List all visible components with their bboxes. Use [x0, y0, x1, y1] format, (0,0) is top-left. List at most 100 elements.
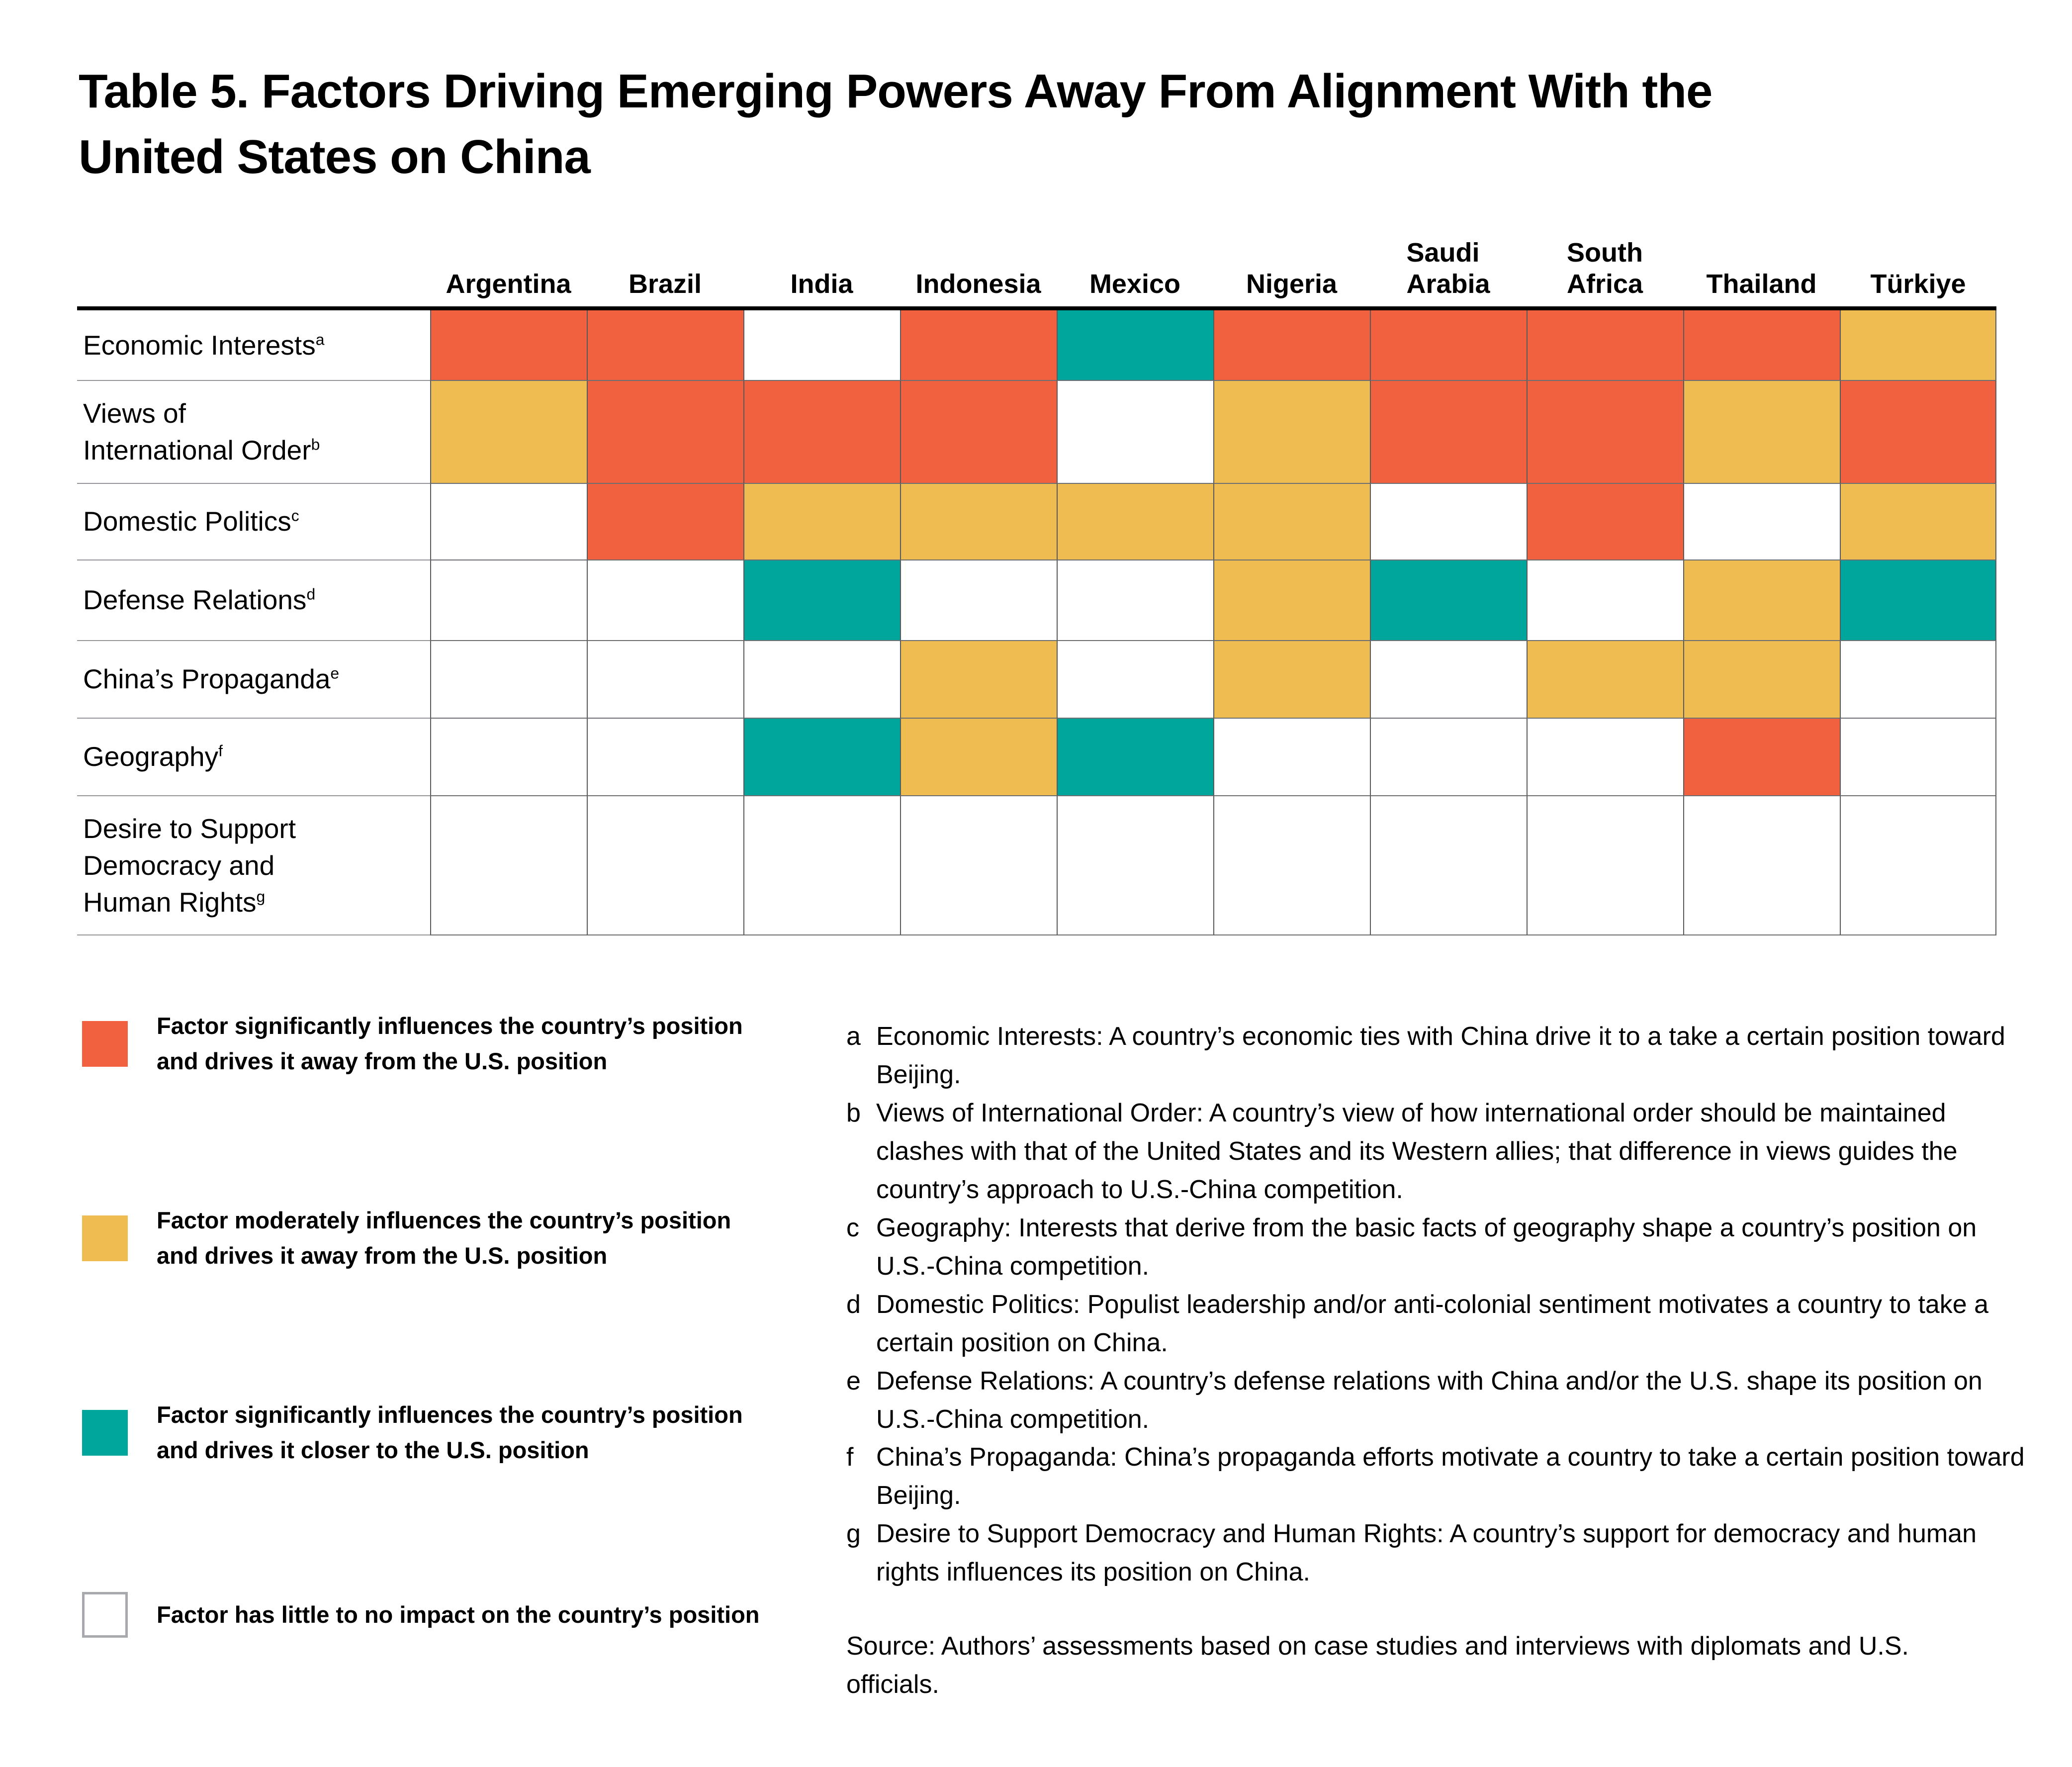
row-label: China’s Propagandae — [77, 641, 430, 719]
row-label: Geographyf — [77, 719, 430, 796]
grid-cell-sig_away — [1683, 310, 1840, 381]
grid-cell-mod_away — [1213, 641, 1370, 719]
legend-label: Factor has little to no impact on the co… — [157, 1601, 760, 1628]
legend-swatch-sig_away — [82, 1021, 128, 1067]
legend-label: Factor significantly influences the coun… — [157, 1401, 743, 1463]
grid-cell-sig_closer — [743, 560, 900, 641]
footnote-text: Views of International Order: A country’… — [876, 1098, 1958, 1204]
grid-cell-none — [1213, 718, 1370, 796]
page-title: Table 5. Factors Driving Emerging Powers… — [79, 65, 1712, 184]
row-label: Domestic Politicsc — [77, 484, 430, 560]
grid-cell-none — [1683, 796, 1840, 936]
grid-cell-none — [1057, 381, 1213, 484]
footnotes: a Economic Interests: A country’s economi… — [846, 1018, 2040, 1704]
column-header: Indonesia — [915, 269, 1041, 299]
legend-label: Factor significantly influences the coun… — [157, 1013, 743, 1074]
footnote: d Domestic Politics: Populist leadership … — [846, 1286, 2040, 1362]
grid-cell-sig_away — [1683, 718, 1840, 796]
table-row: Economic Interestsa — [77, 310, 1996, 381]
grid-cell-none — [587, 796, 743, 936]
table-row: China’s Propagandae — [77, 641, 1996, 719]
grid-cell-sig_away — [1370, 310, 1527, 381]
footnote: b Views of International Order: A country… — [846, 1094, 2040, 1209]
grid-cell-none — [1370, 641, 1527, 719]
grid-cell-none — [1057, 796, 1213, 936]
grid-cell-sig_closer — [1057, 718, 1213, 796]
table-row: Domestic Politicsc — [77, 483, 1996, 560]
grid-cell-none — [430, 718, 587, 796]
grid-cell-sig_away — [587, 483, 743, 560]
grid-cell-none — [587, 718, 743, 796]
legend-swatch-sig_closer — [82, 1409, 128, 1456]
column-header: Argentina — [446, 269, 571, 299]
grid-cell-mod_away — [1683, 560, 1840, 641]
grid-cell-sig_away — [743, 381, 900, 484]
grid-cell-sig_closer — [1057, 310, 1213, 381]
factors-table: Argentina Brazil India Indonesia Mexico Niger… — [77, 217, 1996, 936]
footnote-letter: e — [846, 1366, 861, 1395]
footnote: a Economic Interests: A country’s economi… — [846, 1018, 2040, 1094]
grid-cell-none — [1683, 483, 1840, 560]
grid-cell-none — [743, 310, 900, 381]
footnote: e Defense Relations: A country’s defense … — [846, 1362, 2040, 1439]
grid-cell-sig_away — [1213, 310, 1370, 381]
grid-cell-sig_away — [587, 381, 743, 484]
column-header: Brazil — [628, 269, 702, 299]
grid-cell-mod_away — [1683, 381, 1840, 484]
grid-cell-sig_away — [1527, 310, 1683, 381]
table-row: Defense Relationsd — [77, 560, 1996, 641]
grid-cell-sig_away — [1370, 381, 1527, 484]
grid-cell-none — [430, 483, 587, 560]
footnote-letter: a — [846, 1022, 861, 1051]
grid-cell-none — [1840, 796, 1996, 936]
grid-cell-sig_away — [1527, 381, 1683, 484]
grid-cell-sig_away — [587, 310, 743, 381]
grid-cell-none — [1213, 796, 1370, 936]
table-body: Economic Interestsa Views of Internationa… — [77, 310, 1996, 936]
country-header-row: Argentina Brazil India Indonesia Mexico Niger… — [77, 217, 1996, 306]
footnote-list: a Economic Interests: A country’s economi… — [846, 1018, 2040, 1591]
grid-cell-mod_away — [900, 641, 1057, 719]
grid-cell-none — [1370, 718, 1527, 796]
grid-cell-none — [1057, 560, 1213, 641]
grid-cell-mod_away — [1527, 641, 1683, 719]
grid-cell-sig_closer — [743, 718, 900, 796]
grid-cell-none — [1527, 718, 1683, 796]
table-row: Views of International Orderb — [77, 381, 1996, 484]
footnote-text: China’s Propaganda: China’s propaganda e… — [876, 1443, 2025, 1510]
row-label: Economic Interestsa — [77, 310, 430, 381]
grid-cell-mod_away — [1683, 641, 1840, 719]
grid-cell-none — [743, 641, 900, 719]
source-note: Source: Authors’ assessments based on ca… — [846, 1632, 1909, 1699]
footnote: c Geography: Interests that derive from t… — [846, 1209, 2040, 1286]
legend-label: Factor moderately influences the country… — [157, 1207, 731, 1269]
row-label: Defense Relationsd — [77, 560, 430, 641]
grid-cell-sig_closer — [1370, 560, 1527, 641]
grid-cell-none — [1840, 718, 1996, 796]
grid-cell-mod_away — [1213, 483, 1370, 560]
footnote-text: Geography: Interests that derive from th… — [876, 1213, 1977, 1281]
grid-cell-none — [900, 796, 1057, 936]
column-header: Türkiye — [1870, 269, 1966, 299]
legend-entry: Factor significantly influences the coun… — [82, 1009, 808, 1079]
footnote-letter: g — [846, 1519, 861, 1549]
legend-swatch-none — [82, 1592, 128, 1638]
footnote-letter: c — [846, 1213, 859, 1242]
grid-cell-sig_away — [900, 381, 1057, 484]
grid-cell-none — [430, 641, 587, 719]
grid-cell-mod_away — [900, 718, 1057, 796]
row-label: Views of International Orderb — [77, 381, 430, 484]
column-header: Saudi Arabia — [1406, 237, 1490, 299]
grid-cell-mod_away — [900, 483, 1057, 560]
grid-cell-none — [587, 560, 743, 641]
grid-cell-mod_away — [1213, 381, 1370, 484]
grid-cell-sig_away — [900, 310, 1057, 381]
legend-entry: Factor moderately influences the country… — [82, 1203, 808, 1273]
grid-cell-mod_away — [430, 381, 587, 484]
grid-cell-none — [587, 641, 743, 719]
column-header: Thailand — [1706, 269, 1817, 299]
grid-cell-mod_away — [1840, 310, 1996, 381]
footnote-text: Economic Interests: A country’s economic… — [876, 1022, 2005, 1089]
grid-cell-none — [1370, 483, 1527, 560]
grid-cell-none — [1370, 796, 1527, 936]
